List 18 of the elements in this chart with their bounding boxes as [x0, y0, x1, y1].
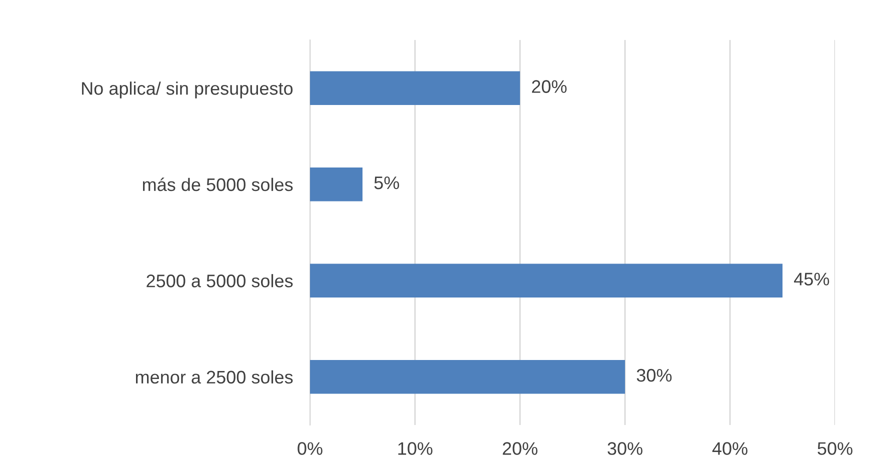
bar — [310, 264, 782, 298]
bar — [310, 360, 625, 394]
y-tick-label: menor a 2500 soles — [136, 370, 293, 384]
data-label: 5% — [374, 176, 400, 190]
bar — [310, 71, 520, 105]
data-label: 20% — [532, 80, 567, 93]
data-label: 45% — [794, 272, 830, 286]
data-label: 30% — [636, 368, 672, 382]
x-tick-label: 10% — [398, 442, 432, 455]
x-tick-label: 30% — [608, 442, 642, 455]
x-tick-label: 0% — [298, 442, 322, 455]
x-tick-label: 20% — [502, 442, 538, 455]
bar — [310, 168, 362, 202]
y-tick-label: No aplica/ sin presupuesto — [82, 82, 293, 98]
y-tick-label: más de 5000 soles — [142, 178, 293, 192]
x-tick-label: 50% — [818, 442, 852, 455]
x-tick-label: 40% — [712, 442, 748, 455]
y-tick-label: 2500 a 5000 soles — [146, 274, 293, 288]
